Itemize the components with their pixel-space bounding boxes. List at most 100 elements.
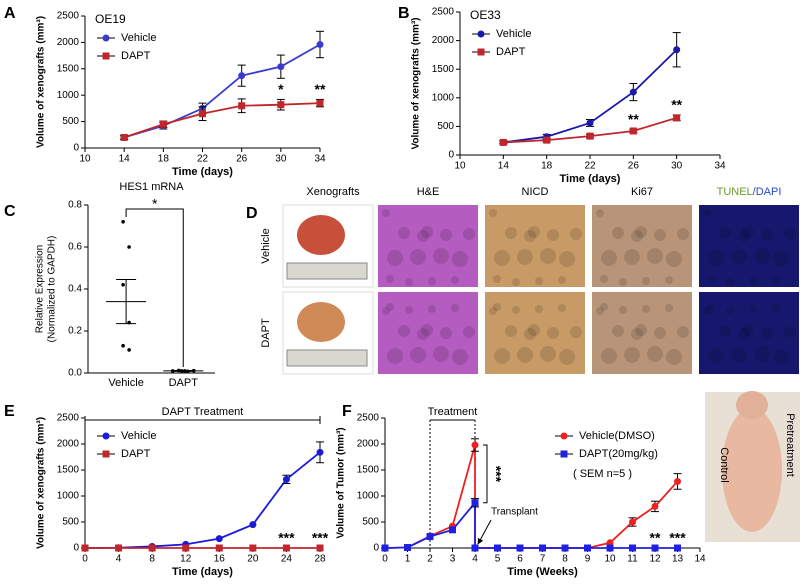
x-tick-label: 20 <box>247 554 259 565</box>
y-tick-label: 2000 <box>57 37 80 48</box>
legend-marker <box>102 34 110 42</box>
comparison-bracket <box>125 208 184 367</box>
texture <box>600 275 608 283</box>
marker <box>238 102 246 110</box>
column-header: Xenografts <box>306 186 360 198</box>
marker <box>516 544 524 552</box>
marker <box>651 544 659 552</box>
marker <box>629 518 636 526</box>
texture <box>517 249 533 265</box>
x-tick-label: 2 <box>427 554 433 565</box>
micrograph <box>592 292 692 374</box>
texture <box>596 209 604 217</box>
texture <box>489 307 497 315</box>
texture <box>451 304 459 312</box>
header-part: TUNEL <box>717 186 753 198</box>
marker <box>148 544 156 552</box>
texture <box>635 226 647 238</box>
legend-marker <box>102 450 110 458</box>
y-tick-label: 1500 <box>432 64 455 75</box>
column-header: H&E <box>417 186 440 198</box>
x-tick-label: Vehicle <box>108 377 143 389</box>
texture <box>665 304 673 312</box>
marker <box>674 477 681 485</box>
marker <box>282 544 290 552</box>
y-tick-label: 0.0 <box>68 368 82 379</box>
x-axis-title: Time (days) <box>172 166 233 178</box>
x-tick-label: 30 <box>671 161 683 172</box>
transplant-arrow <box>477 519 492 545</box>
x-tick-label: 16 <box>214 554 226 565</box>
texture <box>647 248 663 264</box>
texture <box>703 307 711 315</box>
texture <box>742 226 754 238</box>
marker <box>316 448 324 456</box>
texture <box>677 228 689 240</box>
texture <box>505 227 517 239</box>
texture <box>559 251 575 267</box>
x-tick-label: 30 <box>275 154 287 165</box>
x-tick-label: 10 <box>79 154 91 165</box>
texture <box>726 278 734 286</box>
legend-label: Vehicle(DMSO) <box>579 430 655 442</box>
marker <box>674 544 681 552</box>
texture <box>726 306 734 314</box>
texture <box>612 325 624 337</box>
texture <box>784 228 796 240</box>
texture <box>612 227 624 239</box>
texture <box>742 324 754 336</box>
marker <box>494 544 501 552</box>
row-label: Vehicle <box>260 228 272 263</box>
legend-marker <box>477 48 485 56</box>
legend-marker <box>560 432 568 440</box>
texture <box>731 249 747 265</box>
micrograph <box>378 292 478 374</box>
comparison-bracket <box>483 444 488 504</box>
texture <box>398 325 410 337</box>
texture <box>601 250 617 266</box>
texture <box>754 248 770 264</box>
ruler <box>286 262 368 280</box>
marker <box>539 544 546 552</box>
texture <box>754 346 770 362</box>
y-tick-label: 500 <box>437 121 454 132</box>
marker <box>215 535 223 543</box>
tumor <box>297 302 345 342</box>
series-line <box>123 43 321 139</box>
texture <box>410 249 426 265</box>
marker <box>586 132 594 140</box>
texture <box>463 326 475 338</box>
y-tick-label: 0.2 <box>68 326 82 337</box>
y-tick-label: 2500 <box>57 413 80 424</box>
series-line <box>123 102 321 139</box>
texture <box>666 251 682 267</box>
y-tick-label: 0.4 <box>68 284 82 295</box>
y-tick-label: 0 <box>73 143 79 154</box>
photo-label: Pretreatment <box>784 413 796 477</box>
texture <box>410 347 426 363</box>
texture <box>703 209 711 217</box>
x-tick-label: 34 <box>714 161 726 172</box>
texture <box>647 346 663 362</box>
marker <box>120 133 128 141</box>
texture <box>719 325 731 337</box>
texture <box>547 229 559 241</box>
marker <box>471 544 479 552</box>
x-tick-label: 14 <box>119 154 131 165</box>
texture <box>642 277 650 285</box>
texture <box>772 276 780 284</box>
texture <box>559 349 575 365</box>
legend-note: ( SEM n=5 ) <box>573 468 632 480</box>
marker <box>471 499 479 507</box>
x-axis-title: Time (days) <box>172 566 233 578</box>
significance: ** <box>650 530 661 546</box>
texture <box>382 307 390 315</box>
ruler <box>286 349 368 367</box>
y-tick-label: 1500 <box>57 465 80 476</box>
significance: *** <box>669 530 686 546</box>
panel-letter: F <box>342 403 352 420</box>
panel-letter: C <box>4 203 16 220</box>
legend-label: Vehicle <box>496 28 531 40</box>
marker <box>629 127 637 135</box>
legend-marker <box>102 432 110 440</box>
